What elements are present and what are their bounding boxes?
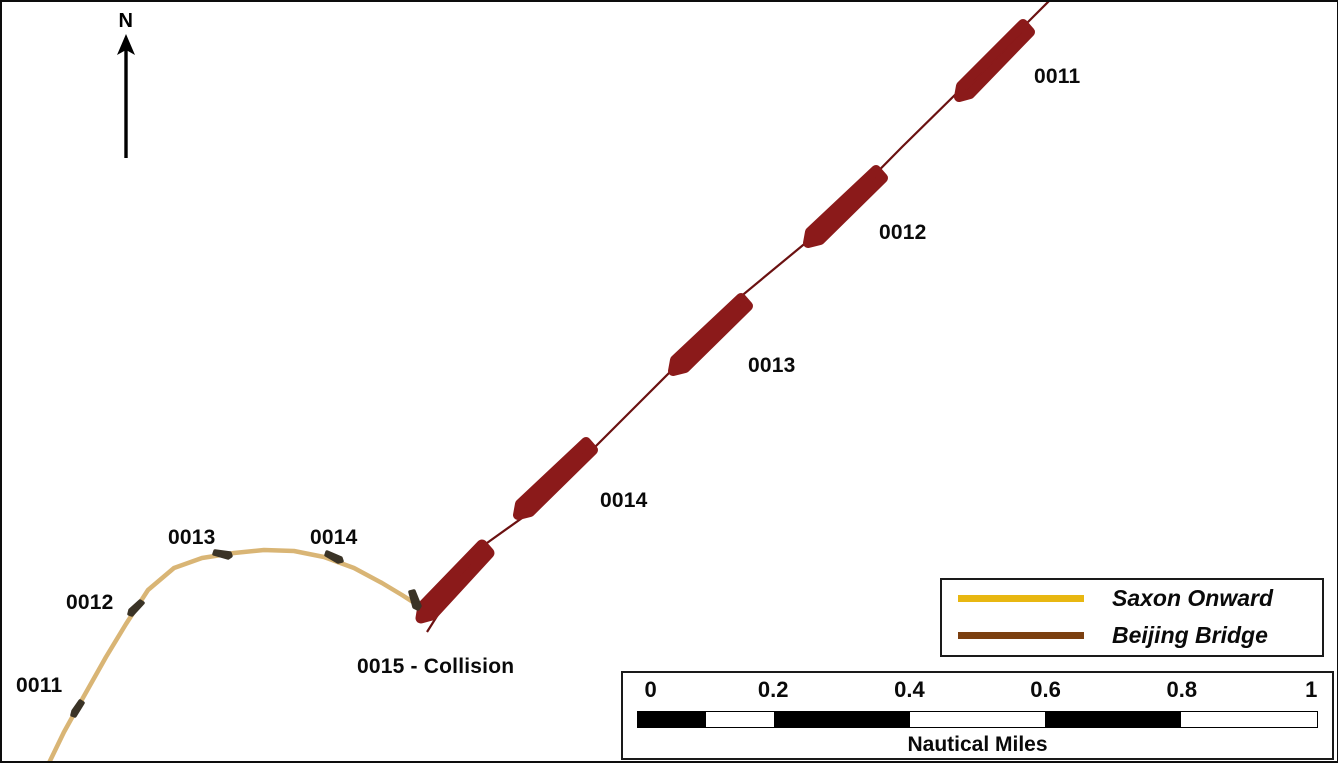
scale-bar-ticks: 0 0.2 0.4 0.6 0.8 1 xyxy=(637,677,1318,711)
scale-bar: 0 0.2 0.4 0.6 0.8 1 Nautical Miles xyxy=(621,671,1334,760)
legend-label-beijing-bridge: Beijing Bridge xyxy=(1112,622,1268,648)
beijing-bridge-marker-0015-collision xyxy=(415,539,495,624)
scale-tick-1: 1 xyxy=(1305,677,1318,702)
beijing-label-0011: 0011 xyxy=(1034,65,1081,88)
beijing-bridge-marker-0012 xyxy=(803,165,888,248)
north-arrow: N xyxy=(104,10,148,160)
beijing-bridge-marker-0014 xyxy=(513,437,598,520)
north-arrow-icon xyxy=(117,34,135,158)
scale-segment xyxy=(1181,712,1317,727)
scale-tick-0-4: 0.4 xyxy=(894,677,925,702)
saxon-onward-marker-0013 xyxy=(212,549,233,560)
legend-label-saxon-onward: Saxon Onward xyxy=(1112,585,1274,611)
saxon-label-0013: 0013 xyxy=(168,526,216,549)
beijing-label-0012: 0012 xyxy=(879,221,927,244)
scale-tick-0: 0 xyxy=(644,677,657,702)
scale-segment xyxy=(909,712,1046,727)
legend-swatch-beijing-bridge xyxy=(958,632,1084,639)
scale-segment xyxy=(773,712,910,727)
saxon-label-0014: 0014 xyxy=(310,526,358,549)
scale-segment xyxy=(1045,712,1182,727)
legend-row-beijing-bridge: Beijing Bridge xyxy=(942,617,1322,654)
saxon-label-0012: 0012 xyxy=(66,591,114,614)
legend-row-saxon-onward: Saxon Onward xyxy=(942,580,1322,617)
saxon-onward-marker-0015-collision xyxy=(408,589,422,611)
beijing-label-0013: 0013 xyxy=(748,354,796,377)
scale-segment xyxy=(705,712,774,727)
legend-swatch-saxon-onward xyxy=(958,595,1084,602)
saxon-onward-marker-0012 xyxy=(127,599,145,617)
north-label: N xyxy=(118,10,134,32)
beijing-bridge-marker-0013 xyxy=(668,293,753,376)
scale-tick-0-2: 0.2 xyxy=(757,677,789,702)
beijing-label-0014: 0014 xyxy=(600,489,648,512)
saxon-onward-marker-0014 xyxy=(324,550,344,564)
scale-tick-0-6: 0.6 xyxy=(1030,677,1061,702)
scale-bar-units: Nautical Miles xyxy=(907,733,1048,756)
saxon-label-0011: 0011 xyxy=(16,674,63,697)
legend: Saxon Onward Beijing Bridge xyxy=(940,578,1324,657)
collision-label: 0015 - Collision xyxy=(357,655,515,678)
beijing-bridge-marker-0011 xyxy=(954,19,1035,102)
scale-segment xyxy=(638,712,706,727)
scale-tick-0-8: 0.8 xyxy=(1166,677,1198,702)
saxon-onward-marker-0011 xyxy=(70,699,85,718)
scale-bar-segments xyxy=(637,711,1318,728)
